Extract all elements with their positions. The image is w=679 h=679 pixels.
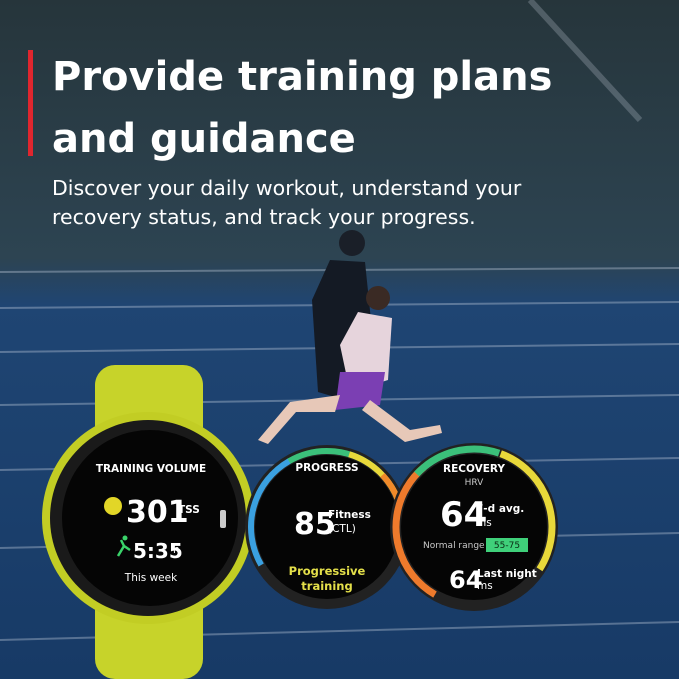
value: 5:35: [133, 539, 183, 563]
footer: This week: [124, 572, 178, 584]
range-badge: [486, 538, 528, 552]
range: 55-75: [494, 541, 520, 551]
label: Last night: [477, 568, 537, 580]
accent-bar: [28, 50, 33, 156]
unit: ms: [477, 580, 493, 592]
watch-title: RECOVERY: [443, 463, 505, 475]
subtitle: recovery status, and track your progress…: [52, 205, 476, 229]
value: 301: [126, 495, 189, 530]
footer: Progressive: [289, 564, 366, 578]
footer: training: [301, 579, 352, 593]
label: 7-d avg.: [476, 503, 524, 515]
watch-title: TRAINING VOLUME: [96, 463, 206, 475]
subtitle: Discover your daily workout, understand …: [52, 176, 522, 200]
watch-training-volume: TRAINING VOLUME 301 TSS 5:35 h This week: [42, 365, 254, 679]
label: (CTL): [328, 523, 356, 535]
runners: [258, 230, 442, 444]
title: and guidance: [52, 116, 356, 162]
label: Fitness: [328, 509, 371, 521]
watch-title: PROGRESS: [295, 462, 358, 474]
title: Provide training plans: [52, 54, 552, 100]
watch-subtitle: HRV: [465, 478, 485, 488]
unit: h: [173, 544, 180, 556]
value: 64: [440, 495, 487, 535]
range-label: Normal range: [423, 541, 485, 551]
watch-recovery: RECOVERY HRV 64 7-d avg. ms Normal range…: [390, 443, 558, 611]
value: 85: [294, 507, 336, 542]
value: 64: [449, 566, 482, 594]
watch-progress: PROGRESS 85 Fitness (CTL) Progressive tr…: [245, 445, 409, 609]
unit: ms: [476, 517, 492, 529]
unit: TSS: [178, 504, 200, 516]
